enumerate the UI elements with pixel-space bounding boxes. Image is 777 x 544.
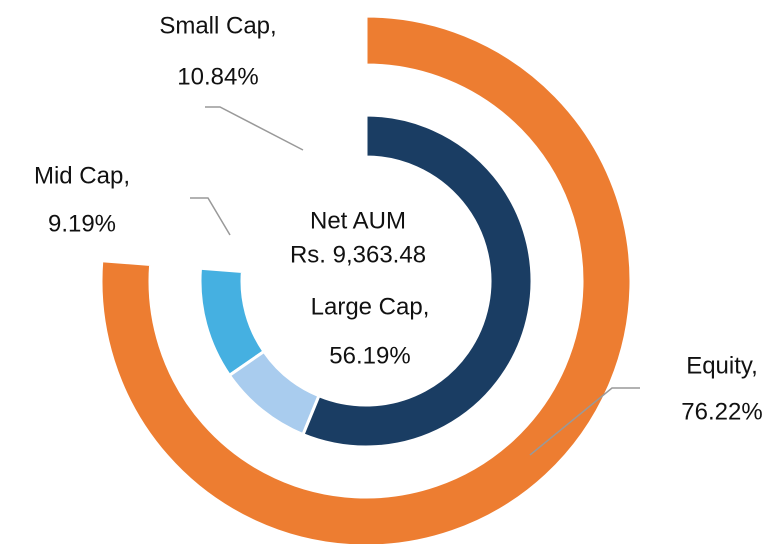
value-label: 9.19% <box>48 210 116 237</box>
value-label: 10.84% <box>177 63 258 90</box>
donut-segment <box>227 349 321 437</box>
leader-line <box>190 197 231 236</box>
center-label: Net AUM <box>310 207 406 234</box>
category-label: Large Cap, <box>311 293 430 320</box>
donut-segment <box>198 266 267 378</box>
value-label: 76.22% <box>681 398 762 425</box>
donut-segment <box>99 14 633 544</box>
category-label: Small Cap, <box>159 12 276 39</box>
leader-line <box>205 106 304 151</box>
value-label: 56.19% <box>329 342 410 369</box>
category-label: Mid Cap, <box>34 162 130 189</box>
center-value: Rs. 9,363.48 <box>290 241 426 268</box>
donut-segment <box>301 113 534 449</box>
category-label: Equity, <box>686 352 758 379</box>
leader-line <box>529 387 640 456</box>
